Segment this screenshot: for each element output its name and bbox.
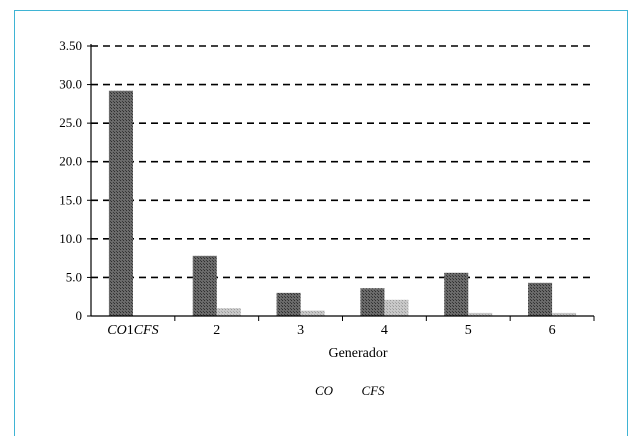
bar-cfs-6	[552, 312, 577, 316]
y-tick-label: 20.0	[59, 154, 82, 169]
y-tick-label: 15.0	[59, 192, 82, 207]
bars	[108, 90, 577, 316]
x-tick-label: CO1CFS	[107, 323, 158, 338]
chart-frame	[14, 10, 628, 436]
tick-labels: 0 5.0 10.0 15.0 20.0 25.0 30.0 3.50 CO1CFS 2 3 4 5 6	[59, 38, 555, 338]
bar-co-6	[528, 282, 553, 316]
x-tick-label: 2	[213, 323, 220, 338]
bar-cfs-4	[384, 299, 409, 316]
x-tick-label: 5	[465, 323, 472, 338]
x-tick-label: 4	[381, 323, 388, 338]
legend-item-co: CO	[315, 383, 334, 398]
gridlines	[91, 45, 594, 279]
y-tick-label: 3.50	[59, 38, 82, 53]
axes	[87, 44, 595, 321]
bar-co-1	[108, 90, 133, 316]
y-tick-label: 10.0	[59, 231, 82, 246]
bar-co-5	[444, 272, 469, 316]
x-tick-label: 3	[297, 323, 304, 338]
legend: CO CFS	[315, 383, 385, 398]
bar-co-4	[360, 288, 385, 316]
bar-co-3	[276, 292, 301, 316]
legend-item-cfs: CFS	[361, 383, 385, 398]
bar-cfs-5	[468, 312, 493, 316]
y-tick-label: 25.0	[59, 115, 82, 130]
x-axis-label: Generador	[328, 346, 387, 361]
bar-cfs-3	[300, 310, 325, 316]
y-tick-label: 5.0	[66, 269, 82, 284]
y-tick-label: 0	[76, 308, 83, 323]
bar-co-2	[192, 255, 217, 316]
bar-cfs-2	[216, 308, 241, 316]
x-tick-label: 6	[549, 323, 556, 338]
y-tick-label: 30.0	[59, 77, 82, 92]
